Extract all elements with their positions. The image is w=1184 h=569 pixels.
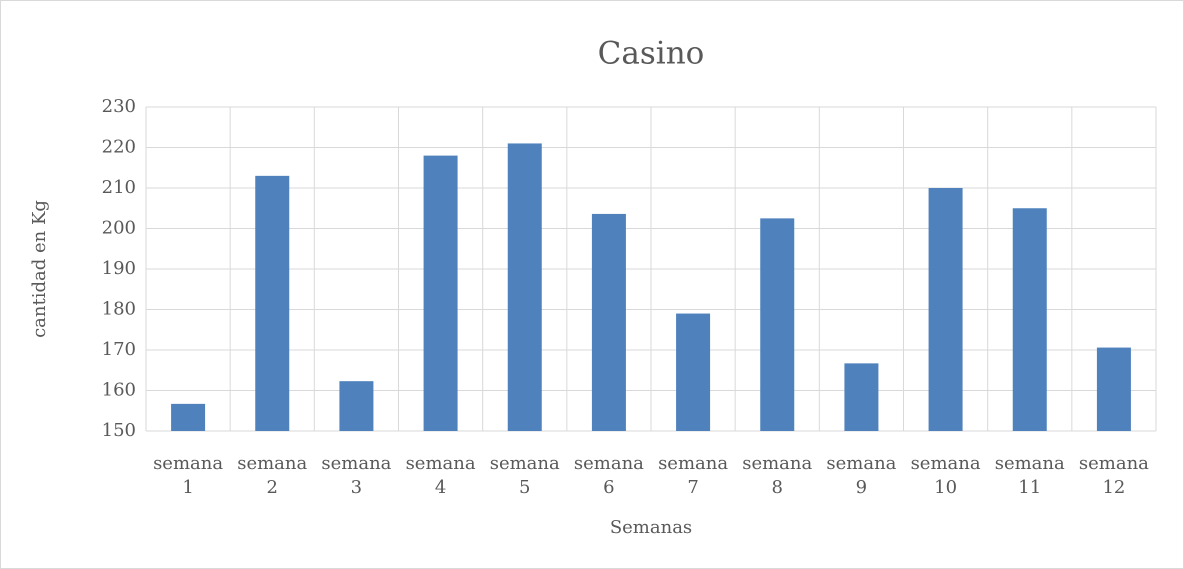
- x-tick-label: semana 9: [826, 453, 897, 498]
- y-tick-label: 150: [102, 420, 136, 441]
- x-tick-label: semana 2: [237, 453, 308, 498]
- y-axis-label: cantidad en Kg: [29, 200, 50, 338]
- y-tick-label: 160: [102, 380, 136, 401]
- bar: [1096, 347, 1131, 431]
- bar: [423, 155, 458, 431]
- x-tick-label: semana 10: [910, 453, 981, 498]
- x-tick-label: semana 3: [321, 453, 392, 498]
- y-tick-label: 200: [102, 218, 136, 239]
- bar: [928, 188, 963, 431]
- y-tick-label: 170: [102, 339, 136, 360]
- bar: [591, 213, 626, 431]
- bar: [1012, 208, 1047, 431]
- y-tick-label: 210: [102, 177, 136, 198]
- x-tick-label: semana 4: [405, 453, 476, 498]
- bar: [676, 313, 711, 431]
- y-tick-label: 220: [102, 137, 136, 158]
- bar: [507, 143, 542, 431]
- x-tick-label: semana 12: [1078, 453, 1149, 498]
- bar: [255, 175, 290, 431]
- x-tick-label: semana 8: [742, 453, 813, 498]
- y-tick-label: 230: [102, 96, 136, 117]
- x-axis-label: Semanas: [610, 517, 692, 538]
- bar: [844, 363, 879, 431]
- x-tick-label: semana 6: [573, 453, 644, 498]
- y-tick-label: 180: [102, 299, 136, 320]
- x-tick-label: semana 5: [489, 453, 560, 498]
- x-tick-label: semana 7: [658, 453, 729, 498]
- bar: [171, 403, 206, 431]
- y-tick-label: 190: [102, 258, 136, 279]
- x-tick-label: semana 1: [153, 453, 224, 498]
- chart-title: Casino: [598, 36, 705, 72]
- bar: [339, 381, 374, 431]
- x-tick-label: semana 11: [994, 453, 1065, 498]
- bar: [760, 218, 795, 431]
